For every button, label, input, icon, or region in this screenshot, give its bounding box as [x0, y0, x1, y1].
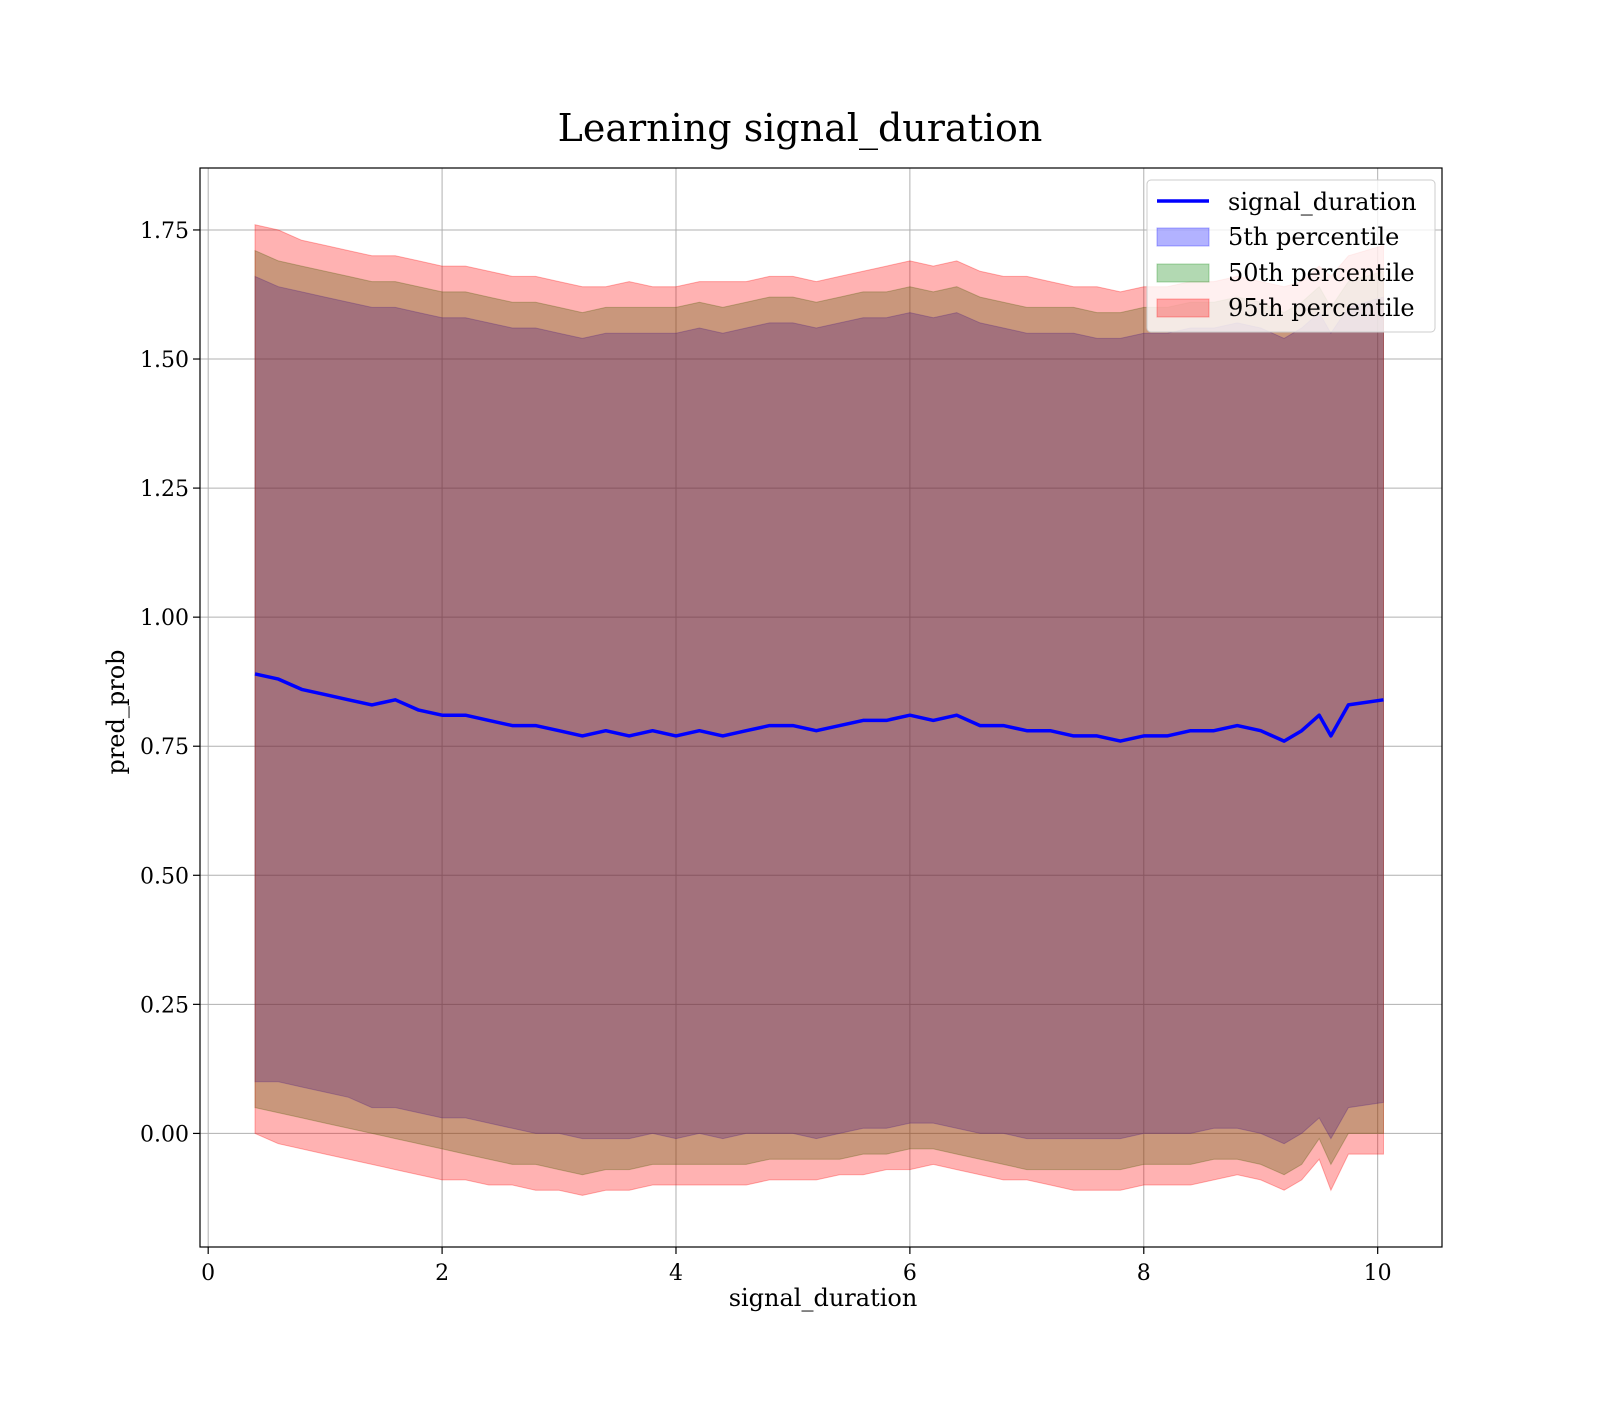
- x-tick-label: 8: [1137, 1261, 1151, 1286]
- legend-swatch-5th: [1156, 227, 1210, 247]
- legend-label-50th: 50th percentile: [1228, 259, 1415, 287]
- legend-swatch-95th: [1156, 298, 1210, 318]
- x-tick-label: 0: [201, 1261, 215, 1286]
- chart-title: Learning signal_duration: [558, 106, 1043, 151]
- legend-swatch-50th: [1156, 263, 1210, 283]
- x-tick-label: 6: [903, 1261, 917, 1286]
- plot-frame: [199, 167, 1443, 1248]
- legend: signal_duration 5th percentile 50th perc…: [1146, 179, 1436, 333]
- percentile-bands: [254, 224, 1384, 1196]
- y-tick-label: 0.00: [140, 1122, 189, 1147]
- x-axis-label: signal_duration: [729, 1284, 918, 1312]
- y-tick-label: 1.00: [140, 606, 189, 631]
- line-layer: [254, 672, 1384, 743]
- y-tick-label: 0.75: [140, 735, 189, 760]
- x-tick-label: 4: [669, 1261, 683, 1286]
- legend-label-5th: 5th percentile: [1228, 223, 1399, 251]
- signal-duration-line: [254, 672, 1384, 743]
- y-tick-label: 0.50: [140, 864, 189, 889]
- y-tick-label: 1.25: [140, 477, 189, 502]
- band-5th-percentile: [254, 275, 1384, 1145]
- tick-layer: 0 2 4 6 8 10 0.00 0.25 0.50 0.75 1.00 1.25 1.50 1.75: [140, 219, 1392, 1286]
- legend-label-95th: 95th percentile: [1228, 294, 1415, 322]
- y-tick-label: 0.25: [140, 993, 189, 1018]
- y-axis-label: pred_prob: [102, 649, 130, 774]
- y-tick-label: 1.75: [140, 219, 189, 244]
- legend-frame: [1146, 179, 1436, 333]
- band-95th-percentile: [254, 224, 1384, 1196]
- y-tick-label: 1.50: [140, 348, 189, 373]
- x-tick-label: 10: [1364, 1261, 1392, 1286]
- band-50th-percentile: [254, 249, 1384, 1176]
- x-tick-label: 2: [435, 1261, 449, 1286]
- legend-label-line: signal_duration: [1228, 188, 1417, 216]
